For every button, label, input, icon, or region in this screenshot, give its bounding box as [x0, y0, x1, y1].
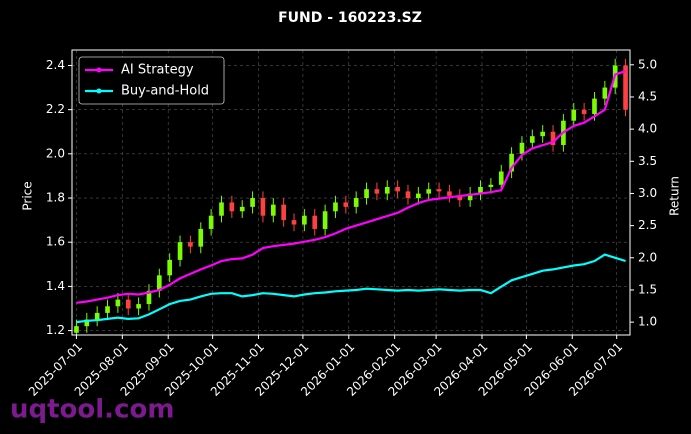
plot-frame	[71, 49, 631, 336]
candle-body	[529, 136, 535, 143]
candle-body	[426, 189, 432, 194]
candle-body	[571, 109, 577, 121]
plot-area: 2025-07-012025-08-012025-09-012025-10-01…	[26, 49, 657, 399]
candle-body	[270, 204, 276, 216]
candle-body	[260, 198, 266, 216]
candle-body	[105, 306, 110, 313]
candle-body	[550, 131, 556, 145]
y-tick-label: 1.6	[46, 235, 65, 249]
y2-tick-label: 5.0	[638, 57, 657, 71]
candle-body	[229, 202, 235, 212]
candle-body	[581, 109, 587, 115]
candle-body	[592, 98, 597, 115]
candle-body	[198, 228, 204, 247]
candle-body	[364, 189, 369, 199]
y2-axis-label: Return	[668, 176, 682, 216]
candle-body	[84, 319, 90, 327]
candle-body	[322, 211, 328, 229]
candle-body	[384, 186, 390, 194]
candle-body	[353, 198, 359, 207]
candle-body	[239, 206, 245, 212]
y2-tick-label: 3.5	[638, 154, 657, 168]
candle-body	[467, 193, 473, 201]
legend-marker	[96, 67, 102, 73]
candle-body	[115, 299, 121, 307]
candle-body	[188, 242, 193, 247]
candle-body	[395, 186, 400, 192]
candle-body	[94, 312, 100, 320]
y-tick-label: 2.2	[46, 102, 65, 116]
y-tick-label: 2.0	[46, 146, 65, 160]
candle-body	[343, 202, 349, 207]
candle-body	[457, 195, 463, 201]
candle-body	[157, 275, 162, 291]
y-tick-label: 1.2	[46, 323, 65, 337]
y-tick-label: 1.4	[46, 279, 65, 293]
candle-body	[146, 290, 152, 305]
y2-tick-label: 2.0	[638, 250, 657, 264]
candle-body	[312, 215, 318, 229]
candle-body	[219, 202, 224, 216]
candle-body	[416, 193, 421, 199]
candle-body	[405, 191, 411, 199]
candle-body	[250, 198, 255, 207]
y2-tick-label: 4.0	[638, 122, 657, 136]
y-axis-label: Price	[21, 181, 35, 210]
candle-body	[74, 326, 79, 333]
legend-marker	[96, 88, 102, 94]
legend: AI Strategy Buy-and-Hold	[78, 56, 225, 105]
candle-body	[447, 191, 452, 196]
candle-body	[488, 184, 494, 187]
candle-body	[540, 131, 545, 137]
legend-label: AI Strategy	[121, 63, 194, 78]
candle-body	[478, 186, 483, 194]
candle-body	[302, 215, 307, 225]
candle-body	[281, 204, 286, 221]
y2-tick-label: 1.0	[638, 315, 657, 329]
candle-body	[519, 142, 525, 154]
candle-body	[177, 242, 183, 260]
legend-label: Buy-and-Hold	[121, 84, 209, 99]
candle-body	[374, 189, 380, 194]
candle-body	[291, 220, 297, 225]
candle-body	[436, 189, 442, 192]
y2-tick-label: 3.0	[638, 186, 657, 200]
series-line	[76, 70, 626, 304]
chart-title: FUND - 160223.SZ	[278, 10, 422, 26]
candle-body	[136, 304, 141, 309]
candle-body	[208, 215, 214, 229]
series-line	[76, 253, 626, 324]
y2-tick-label: 1.5	[638, 282, 657, 296]
legend-box	[78, 56, 225, 105]
y2-tick-label: 4.5	[638, 89, 657, 103]
candle-body	[623, 65, 628, 110]
candle-body	[125, 299, 131, 309]
y2-tick-label: 2.5	[638, 218, 657, 232]
y-tick-label: 2.4	[46, 58, 65, 72]
watermark: uqtool.com	[10, 395, 174, 425]
candle-body	[509, 153, 514, 172]
y-tick-label: 1.8	[46, 191, 65, 205]
candle-body	[498, 171, 504, 185]
candle-body	[333, 202, 338, 212]
candle-body	[602, 87, 608, 99]
candle-body	[167, 259, 173, 276]
